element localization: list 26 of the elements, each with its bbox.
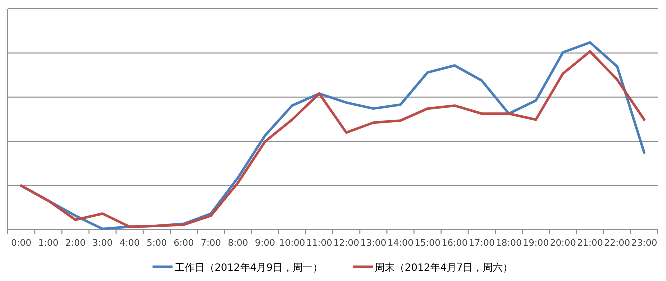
x-tick-label: 12:00: [334, 239, 360, 249]
x-tick-label: 20:00: [550, 239, 576, 249]
x-tick-label: 1:00: [38, 239, 59, 249]
x-tick-label: 3:00: [92, 239, 114, 249]
x-tick-label: 19:00: [523, 239, 550, 249]
x-tick-label: 4:00: [120, 239, 140, 249]
x-tick-label: 23:00: [631, 239, 658, 249]
x-tick-label: 7:00: [201, 239, 222, 249]
x-tick-label: 14:00: [388, 239, 414, 249]
x-tick-label: 6:00: [174, 239, 194, 249]
x-tick-label: 13:00: [360, 239, 387, 249]
x-tick-label: 21:00: [577, 239, 604, 249]
legend-label: 周末（2012年4月7日，周六）: [375, 262, 514, 274]
x-tick-label: 22:00: [604, 239, 631, 249]
x-tick-label: 2:00: [66, 239, 86, 249]
x-tick-label: 17:00: [468, 239, 496, 249]
x-tick-label: 0:00: [11, 239, 32, 249]
x-tick-label: 15:00: [414, 239, 442, 249]
legend-label: 工作日（2012年4月9日，周一）: [174, 262, 323, 274]
x-tick-label: 5:00: [146, 239, 168, 249]
x-tick-label: 18:00: [496, 239, 522, 249]
x-tick-label: 11:00: [306, 239, 333, 249]
x-tick-label: 9:00: [255, 239, 276, 249]
x-tick-label: 8:00: [228, 239, 249, 249]
x-tick-label: 10:00: [279, 239, 306, 249]
x-tick-label: 16:00: [442, 239, 468, 249]
